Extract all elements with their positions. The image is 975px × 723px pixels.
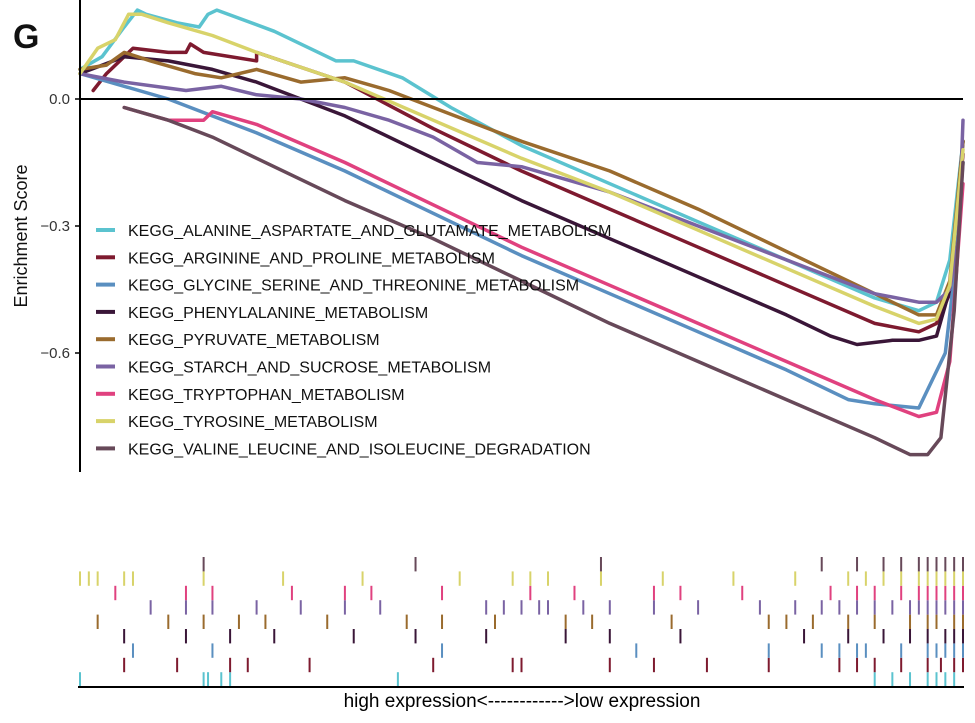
- legend-label: KEGG_PYRUVATE_METABOLISM: [128, 332, 380, 349]
- legend-label: KEGG_VALINE_LEUCINE_AND_ISOLEUCINE_DEGRA…: [128, 441, 591, 458]
- legend-swatch: [96, 309, 115, 314]
- legend-label: KEGG_PHENYLALANINE_METABOLISM: [128, 305, 428, 322]
- legend-swatch: [96, 228, 115, 232]
- legend-label: KEGG_TRYPTOPHAN_METABOLISM: [128, 387, 405, 404]
- series-line-6: [78, 71, 965, 304]
- series-line-7: [122, 105, 965, 419]
- y-tick-label: −0.3: [40, 218, 70, 235]
- legend-swatch: [96, 364, 115, 369]
- legend-swatch: [96, 419, 115, 424]
- legend-swatch: [96, 282, 115, 287]
- x-axis-label: high expression<------------>low express…: [344, 691, 701, 712]
- legend-label: KEGG_ALANINE_ASPARTATE_AND_GLUTAMATE_MET…: [128, 223, 611, 240]
- legend-label: KEGG_STARCH_AND_SUCROSE_METABOLISM: [128, 360, 491, 377]
- axes: [79, 0, 963, 472]
- legend-label: KEGG_GLYCINE_SERINE_AND_THREONINE_METABO…: [128, 278, 579, 295]
- series-line-8: [78, 12, 965, 326]
- legend-swatch: [96, 337, 115, 342]
- series-line-3: [78, 71, 965, 410]
- legend-label: KEGG_TYROSINE_METABOLISM: [128, 414, 378, 431]
- legend-swatch: [96, 255, 115, 260]
- y-tick-label: 0.0: [49, 91, 70, 108]
- legend-label: KEGG_ARGININE_AND_PROLINE_METABOLISM: [128, 250, 495, 267]
- panel-label: G: [13, 18, 39, 56]
- series-line-4: [78, 54, 965, 347]
- hit-barcode: [79, 557, 964, 687]
- legend-swatch: [96, 446, 115, 451]
- y-tick-label: −0.6: [40, 345, 70, 362]
- y-axis-label: Enrichment Score: [11, 164, 31, 307]
- y-ticks: 0.0 −0.3 −0.6: [40, 91, 80, 362]
- legend: KEGG_ALANINE_ASPARTATE_AND_GLUTAMATE_MET…: [96, 223, 611, 458]
- legend-swatch: [96, 391, 115, 396]
- series-line-9: [122, 105, 965, 457]
